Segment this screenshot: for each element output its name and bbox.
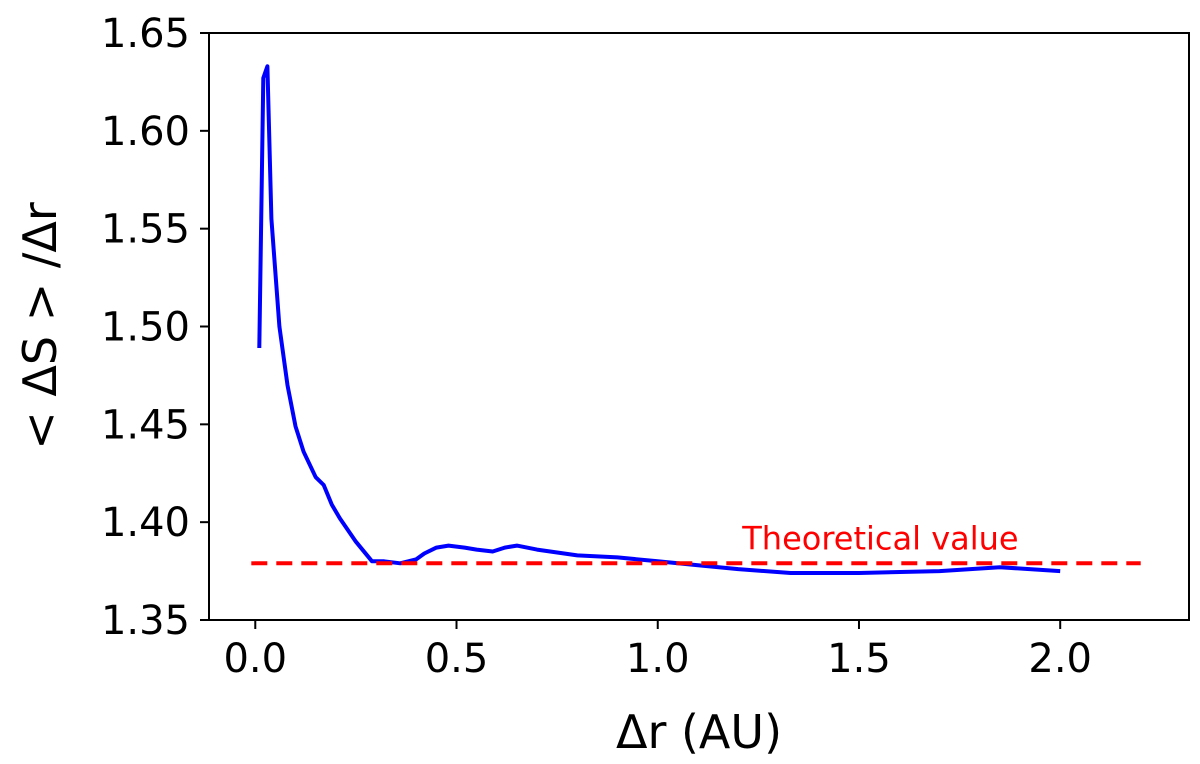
x-tick-label-3: 1.5 [827,636,891,682]
plot-marks: Theoretical value [251,64,1141,575]
y-tick-label-6: 1.65 [101,11,190,57]
x-tick-label-0: 0.0 [223,636,287,682]
y-tick-label-2: 1.45 [101,402,190,448]
x-axis: 0.0 0.5 1.0 1.5 2.0 [223,620,1092,682]
y-tick-label-1: 1.40 [101,500,190,546]
y-tick-label-5: 1.60 [101,109,190,155]
x-axis-label: Δr (AU) [616,705,782,759]
y-tick-label-4: 1.55 [101,207,190,253]
series-line-1 [257,64,1061,575]
annotation-1: Theoretical value [741,520,1018,558]
x-tick-label-2: 1.0 [626,636,690,682]
plot-frame [208,32,1190,621]
y-tick-label-0: 1.35 [101,598,190,644]
y-axis: 1.35 1.40 1.45 1.50 1.55 1.60 1.65 [101,11,209,644]
x-tick-label-4: 2.0 [1028,636,1092,682]
x-tick-label-1: 0.5 [425,636,489,682]
y-tick-label-3: 1.50 [101,305,190,351]
y-axis-label: < ΔS > /Δr [13,202,67,450]
